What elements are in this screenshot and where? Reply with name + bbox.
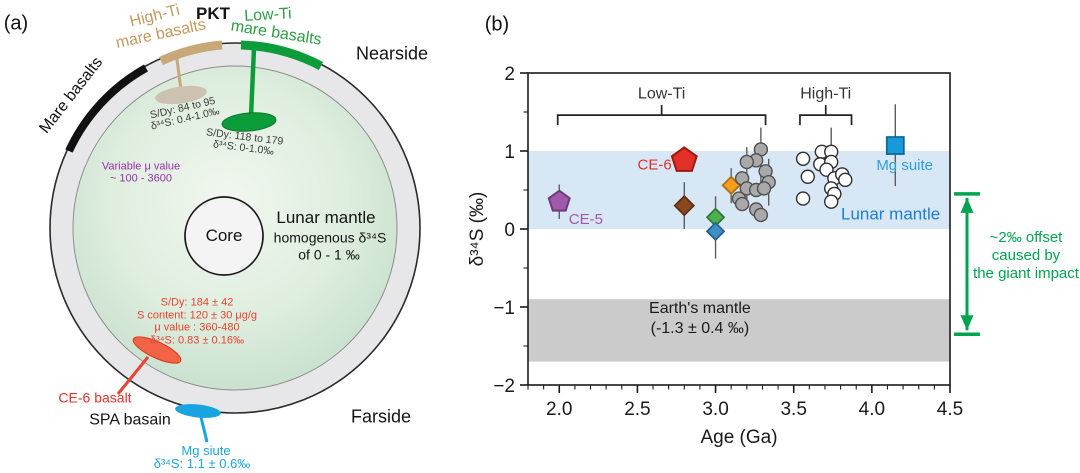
lunar-interior-diagram xyxy=(49,40,421,443)
ce-6-basalt-label: CE-6 xyxy=(638,156,672,173)
high-ti-leader-line xyxy=(174,51,183,91)
x-tick-label: 3.0 xyxy=(702,399,728,420)
low-ti-source-ellipse xyxy=(221,112,277,132)
y-tick-label: −1 xyxy=(493,298,515,319)
mg-suite-label: Mg suite xyxy=(876,157,933,174)
lunar-mantle-band xyxy=(528,151,950,229)
scatter-point-diamond xyxy=(705,221,726,242)
ce-5-basalt-label: CE-5 xyxy=(569,211,603,228)
moon-core xyxy=(184,196,264,276)
ce6-note-line4: δ³⁴S: 0.83 ± 0.16‰ xyxy=(150,334,244,347)
farside-label: Farside xyxy=(350,406,412,427)
mg-suite-leader-line xyxy=(198,412,209,443)
scatter-point-square xyxy=(885,136,905,155)
high-ti-bracket xyxy=(799,114,853,126)
y-axis-title: δ³⁴S (‰) xyxy=(467,192,488,267)
ce6-note-line1: S/Dy: 184 ± 42 xyxy=(160,296,234,309)
mg-suite-value: δ³⁴S: 1.1 ± 0.6‰ xyxy=(153,456,251,472)
mu-note-line1: Variable μ value xyxy=(101,160,181,173)
mg-suite-ellipse xyxy=(175,404,221,418)
x-tick-label: 4.5 xyxy=(937,399,963,420)
earths-mantle-band-label: (-1.3 ± 0.4 ‰) xyxy=(651,320,750,337)
ce6-source-ellipse xyxy=(132,336,182,364)
panel-b-tag: (b) xyxy=(484,13,510,36)
mg-suite-label: Mg siute xyxy=(181,443,231,459)
lunar-mantle-subtitle-1: homogenous δ³⁴S xyxy=(273,229,387,246)
mare-basalts-arc xyxy=(65,64,148,153)
pkt-label: PKT xyxy=(196,4,230,24)
scatter-point-pentagon xyxy=(670,146,698,172)
scatter-point-circle xyxy=(753,207,769,223)
scatter-point-circle xyxy=(734,196,750,212)
high-ti-group-label: High-Ti xyxy=(800,85,851,102)
scatter-point-circle xyxy=(795,191,811,206)
earths-mantle-band-label: Earth's mantle xyxy=(649,300,751,317)
ce6-note-line3: μ value : 360-480 xyxy=(154,322,240,334)
ce6-leader-line xyxy=(116,356,150,395)
offset-annotation-text: the giant impact xyxy=(973,265,1080,282)
low-ti-group-label: Low-Ti xyxy=(638,85,685,102)
scatter-point-pentagon xyxy=(547,189,571,212)
low-ti-bracket xyxy=(556,114,767,126)
x-axis-title: Age (Ga) xyxy=(700,427,777,448)
high-ti-arc xyxy=(159,40,223,66)
scatter-point-circle xyxy=(756,181,772,196)
scatter-point-circle xyxy=(800,169,815,184)
x-tick-label: 3.5 xyxy=(780,399,806,420)
sulfur-isotope-age-chart: Lunar mantle Earth's mantle (-1.3 ± 0.4 ‰)… xyxy=(467,64,1080,448)
x-tick-label: 2.5 xyxy=(624,399,650,420)
x-tick-label: 4.0 xyxy=(859,399,885,420)
panel-a-tag: (a) xyxy=(3,12,29,35)
scatter-point-circle xyxy=(739,154,755,170)
earths-mantle-band xyxy=(528,299,950,362)
lunar-mantle-subtitle-2: of 0 - 1 ‰ xyxy=(298,246,360,263)
y-tick-label: 2 xyxy=(504,64,515,85)
mu-value-note: Variable μ value ~ 100 - 3600 xyxy=(102,161,180,184)
offset-annotation-text: ~2‰ offset xyxy=(990,229,1064,246)
lunar-mantle-title: Lunar mantle xyxy=(276,208,376,228)
y-tick-label: 0 xyxy=(504,220,515,241)
offset-arrow-up-head xyxy=(960,197,974,213)
scatter-point-diamond xyxy=(673,194,696,217)
ce6-note-line2: S content: 120 ± 30 μg/g xyxy=(136,309,258,322)
ce6-source-note: S/Dy: 184 ± 42 S content: 120 ± 30 μg/g … xyxy=(137,297,257,348)
low-ti-arc xyxy=(240,40,324,71)
scatter-point-circle xyxy=(838,172,853,188)
y-tick-label: −2 xyxy=(493,376,515,397)
core-label: Core xyxy=(205,226,243,246)
high-ti-source-ellipse xyxy=(155,85,207,105)
offset-arrow-down-head xyxy=(960,315,974,331)
x-tick-label: 2.0 xyxy=(546,399,572,420)
offset-annotation-text: caused by xyxy=(992,247,1061,264)
y-tick-label: 1 xyxy=(504,142,515,163)
low-ti-leader-line xyxy=(248,47,257,117)
scatter-point-circle xyxy=(824,194,839,209)
lunar-mantle-band-label: Lunar mantle xyxy=(841,205,940,224)
ce6-basalt-label: CE-6 basalt xyxy=(58,389,132,406)
mu-note-line2: ~ 100 - 3600 xyxy=(109,172,173,184)
scatter-point-circle xyxy=(795,151,811,167)
spa-basin-label: SPA basain xyxy=(89,411,171,429)
nearside-label: Nearside xyxy=(355,43,429,64)
